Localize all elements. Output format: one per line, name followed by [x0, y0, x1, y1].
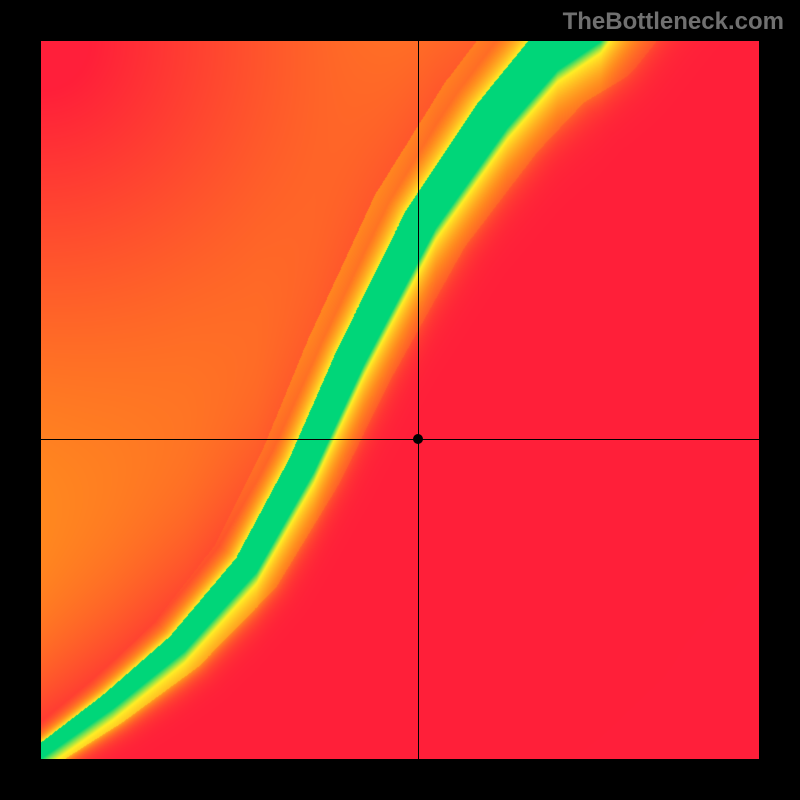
plot-area — [41, 41, 759, 759]
crosshair-marker — [413, 434, 423, 444]
watermark-text: TheBottleneck.com — [563, 8, 784, 36]
chart-container: { "watermark": "TheBottleneck.com", "can… — [0, 0, 800, 800]
crosshair-horizontal — [41, 439, 759, 440]
crosshair-vertical — [418, 41, 419, 759]
heatmap-canvas — [41, 41, 759, 759]
